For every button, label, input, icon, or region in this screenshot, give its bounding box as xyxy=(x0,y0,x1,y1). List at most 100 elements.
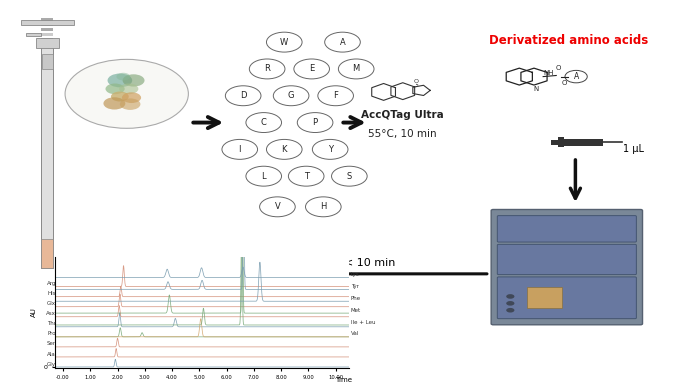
Circle shape xyxy=(108,74,132,87)
Text: I: I xyxy=(238,145,241,154)
Bar xyxy=(41,33,53,36)
Circle shape xyxy=(246,166,282,186)
Bar xyxy=(597,139,603,146)
Text: Pro: Pro xyxy=(47,331,56,336)
Text: < 10 min: < 10 min xyxy=(345,258,396,268)
Circle shape xyxy=(266,32,302,52)
Text: Ser: Ser xyxy=(47,342,56,347)
Circle shape xyxy=(288,166,324,186)
Text: Gly: Gly xyxy=(47,362,56,367)
Text: Ile + Leu: Ile + Leu xyxy=(351,319,375,324)
Circle shape xyxy=(506,294,514,299)
Circle shape xyxy=(65,59,188,128)
Text: 55°C, 10 min: 55°C, 10 min xyxy=(368,129,436,139)
Circle shape xyxy=(103,97,125,110)
Text: 120°C, 24 hours: 120°C, 24 hours xyxy=(67,283,152,293)
Bar xyxy=(41,23,53,26)
FancyBboxPatch shape xyxy=(497,277,636,319)
Circle shape xyxy=(318,86,353,106)
Text: E: E xyxy=(309,64,314,74)
Text: O: O xyxy=(555,65,560,71)
Text: T: T xyxy=(303,172,309,181)
FancyBboxPatch shape xyxy=(497,216,636,242)
Text: C: C xyxy=(261,118,266,127)
Circle shape xyxy=(246,113,282,133)
Circle shape xyxy=(260,197,295,217)
Bar xyxy=(42,54,53,69)
Text: Derivatized amino acids: Derivatized amino acids xyxy=(489,34,648,47)
Text: AccQTag Ultra: AccQTag Ultra xyxy=(361,110,443,120)
Text: W: W xyxy=(280,38,288,47)
Text: 1 μL: 1 μL xyxy=(623,144,645,154)
Text: G: G xyxy=(288,91,295,100)
Circle shape xyxy=(120,98,140,110)
Circle shape xyxy=(506,308,514,313)
Bar xyxy=(41,38,53,41)
Circle shape xyxy=(122,92,141,103)
Bar xyxy=(551,140,559,145)
Text: N: N xyxy=(534,86,539,92)
Circle shape xyxy=(294,59,329,79)
Circle shape xyxy=(506,301,514,306)
Text: Asx: Asx xyxy=(47,311,56,316)
Text: Thr: Thr xyxy=(47,321,56,326)
Text: Tyr: Tyr xyxy=(351,284,358,289)
Circle shape xyxy=(123,74,145,87)
Circle shape xyxy=(222,139,258,159)
Text: 6M HCl: 6M HCl xyxy=(67,270,104,280)
Text: M: M xyxy=(353,64,360,74)
Circle shape xyxy=(273,86,309,106)
Bar xyxy=(41,18,53,21)
Circle shape xyxy=(119,83,138,94)
Text: Arg: Arg xyxy=(47,281,56,286)
Circle shape xyxy=(111,92,129,101)
Text: Met: Met xyxy=(351,308,361,313)
Circle shape xyxy=(306,197,341,217)
Text: P: P xyxy=(312,118,318,127)
Text: S: S xyxy=(347,172,352,181)
Text: His: His xyxy=(48,291,56,296)
Text: AU: AU xyxy=(32,307,37,317)
Text: H: H xyxy=(320,202,327,211)
Text: Val: Val xyxy=(351,331,359,336)
Text: A: A xyxy=(340,38,345,47)
Bar xyxy=(41,43,53,46)
Circle shape xyxy=(249,59,285,79)
Text: L: L xyxy=(262,172,266,181)
Bar xyxy=(558,137,564,147)
Circle shape xyxy=(325,32,360,52)
FancyBboxPatch shape xyxy=(497,244,636,275)
Text: V: V xyxy=(275,202,280,211)
Bar xyxy=(562,139,597,146)
Circle shape xyxy=(266,139,302,159)
Text: NH: NH xyxy=(543,70,553,76)
Circle shape xyxy=(338,59,374,79)
Bar xyxy=(527,287,562,308)
FancyBboxPatch shape xyxy=(491,210,643,325)
Text: O: O xyxy=(414,79,419,84)
Circle shape xyxy=(225,86,261,106)
Bar xyxy=(36,38,59,48)
Text: Time: Time xyxy=(335,376,352,383)
Text: Glx: Glx xyxy=(47,301,56,306)
Text: Y: Y xyxy=(327,145,333,154)
Circle shape xyxy=(105,83,125,94)
Text: K: K xyxy=(282,145,287,154)
Text: Phe: Phe xyxy=(351,296,361,301)
Bar xyxy=(26,33,41,36)
Text: Lys: Lys xyxy=(351,272,360,277)
Bar xyxy=(41,46,53,268)
Text: F: F xyxy=(333,91,338,100)
Text: A: A xyxy=(573,72,579,81)
Text: R: R xyxy=(264,64,270,74)
Circle shape xyxy=(116,73,130,80)
Bar xyxy=(41,239,53,268)
Circle shape xyxy=(332,166,367,186)
Text: D: D xyxy=(240,91,247,100)
Text: O: O xyxy=(562,80,567,86)
Bar xyxy=(41,28,53,31)
Circle shape xyxy=(297,113,333,133)
Bar xyxy=(21,20,74,25)
Circle shape xyxy=(312,139,348,159)
Text: Ala: Ala xyxy=(47,352,56,357)
